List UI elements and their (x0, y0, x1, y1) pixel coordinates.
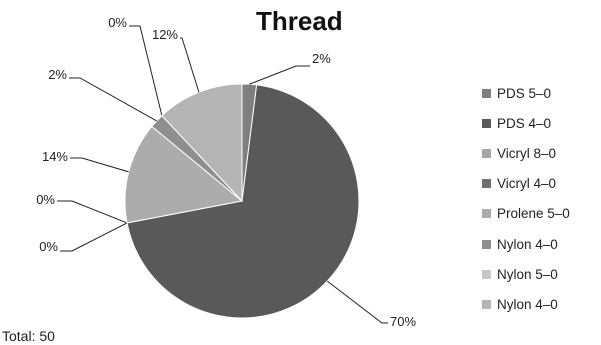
legend-item: Vicryl 8–0 (482, 138, 570, 168)
data-label: 0% (108, 15, 127, 30)
chart-title: Thread (256, 6, 343, 36)
legend-swatch (482, 269, 491, 279)
pie-chart: 2% 70% 0% 0% 14% 2% 0% 12% (36, 15, 416, 329)
chart-legend: PDS 5–0 PDS 4–0 Vicryl 8–0 Vicryl 4–0 Prolen… (482, 78, 570, 320)
data-label: 14% (42, 149, 68, 164)
leader-line (129, 25, 163, 116)
legend-swatch (482, 148, 491, 158)
leader-line (60, 222, 128, 252)
legend-swatch (482, 299, 491, 309)
data-label: 12% (152, 27, 178, 42)
legend-item: PDS 4–0 (482, 108, 570, 138)
legend-label: Nylon 4–0 (497, 296, 558, 312)
legend-item: Nylon 5–0 (482, 259, 570, 289)
leader-line (326, 280, 388, 324)
data-label: 0% (36, 192, 55, 207)
legend-label: Vicryl 4–0 (497, 176, 557, 192)
pie-slice (126, 84, 360, 319)
leader-line (180, 37, 200, 93)
data-label: 0% (39, 239, 58, 254)
legend-swatch (482, 88, 491, 98)
leader-line (249, 65, 310, 85)
leader-line (57, 200, 128, 224)
data-label: 70% (390, 314, 416, 329)
total-label: Total: 50 (2, 328, 55, 344)
legend-label: PDS 5–0 (497, 85, 552, 101)
legend-label: PDS 4–0 (497, 115, 552, 131)
legend-swatch (482, 239, 491, 249)
legend-swatch (482, 118, 491, 128)
legend-swatch (482, 209, 491, 219)
legend-item: Prolene 5–0 (482, 199, 570, 229)
data-label: 2% (48, 67, 67, 82)
legend-label: Nylon 4–0 (497, 236, 558, 252)
legend-item: Nylon 4–0 (482, 289, 570, 319)
legend-item: Nylon 4–0 (482, 229, 570, 259)
data-label: 2% (312, 51, 331, 66)
legend-label: Nylon 5–0 (497, 266, 558, 282)
legend-item: PDS 5–0 (482, 78, 570, 108)
leader-line (69, 77, 157, 122)
legend-label: Prolene 5–0 (497, 206, 570, 222)
legend-swatch (482, 179, 491, 189)
legend-item: Vicryl 4–0 (482, 169, 570, 199)
legend-label: Vicryl 8–0 (497, 145, 557, 161)
leader-line (70, 157, 129, 173)
